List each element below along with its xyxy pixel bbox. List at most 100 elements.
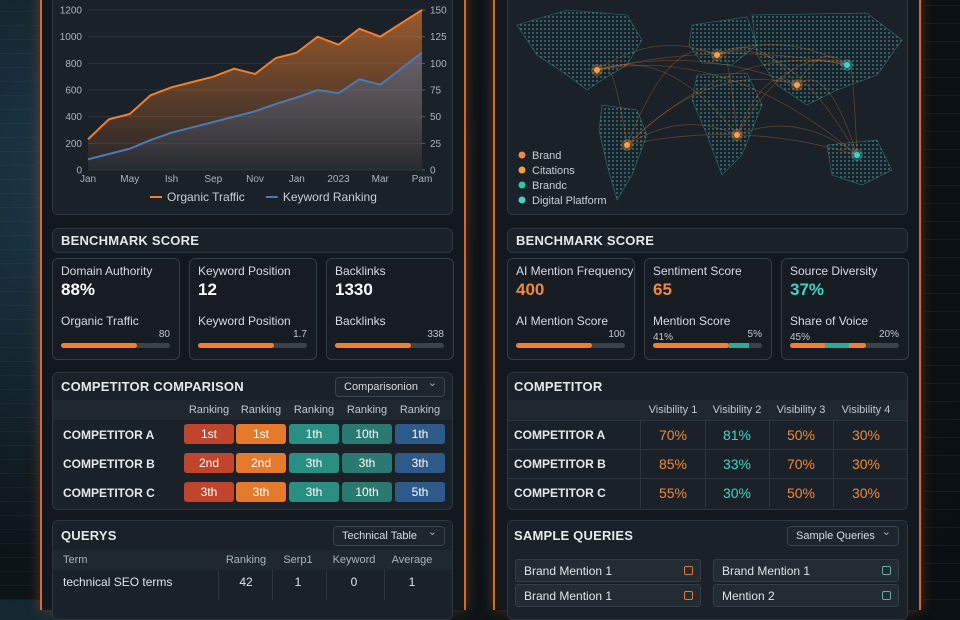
progress-track bbox=[516, 343, 625, 348]
column-header: Average bbox=[391, 554, 433, 566]
connection-arc bbox=[626, 124, 738, 146]
rank-cell: 1st bbox=[184, 424, 234, 444]
sample-icon bbox=[882, 566, 891, 575]
y-tick-label: 800 bbox=[65, 59, 82, 70]
rank-cell: 2nd bbox=[236, 453, 286, 473]
metric-label: Keyword Position bbox=[198, 264, 291, 278]
metric-value: 65 bbox=[653, 280, 672, 299]
metric-value: 88% bbox=[61, 280, 96, 299]
query-cell: 0 bbox=[350, 575, 358, 589]
sample-item[interactable]: Brand Mention 1 bbox=[515, 559, 701, 582]
visibility-cell: 70% bbox=[786, 456, 816, 472]
rank-cell: 3th bbox=[184, 482, 234, 502]
section-header bbox=[52, 228, 453, 253]
legend-label: Brandc bbox=[532, 180, 567, 192]
sample-item[interactable]: Brand Mention 1 bbox=[713, 559, 899, 582]
dropdown[interactable]: Technical Table bbox=[333, 525, 445, 546]
row-name: COMPETITOR B bbox=[63, 457, 155, 471]
metric-sub-value: 20% bbox=[878, 329, 899, 340]
metric-sub-label: Organic Traffic bbox=[61, 314, 139, 328]
hub bbox=[844, 62, 850, 68]
metric-sub-value: 45% bbox=[790, 332, 811, 343]
section-title: QUERYS bbox=[61, 528, 117, 543]
visibility-cell: 33% bbox=[722, 456, 752, 472]
connection-arc bbox=[596, 45, 718, 71]
column-header: Ranking bbox=[225, 554, 267, 566]
metric-sub-label: Share of Voice bbox=[790, 314, 869, 328]
sample-text: Mention 2 bbox=[722, 589, 775, 603]
visibility-cell: 30% bbox=[851, 456, 881, 472]
metric-sub-label: Keyword Position bbox=[198, 314, 291, 328]
metric-sub-value: 80 bbox=[158, 329, 170, 340]
rank-cell: 3th bbox=[236, 482, 286, 502]
visibility-cell: 70% bbox=[658, 427, 688, 443]
connection-arc bbox=[716, 44, 848, 66]
row-name: COMPETITOR C bbox=[514, 486, 606, 500]
metric-value: 400 bbox=[516, 280, 545, 299]
page: SEO Dashboard { "left": { "chart": { "ty… bbox=[0, 0, 960, 600]
rank-cell: 1th bbox=[395, 424, 445, 444]
rank-cell: 2nd bbox=[184, 453, 234, 473]
legend-label: Citations bbox=[532, 165, 575, 177]
connection-arc bbox=[796, 79, 858, 156]
metric-value: 37% bbox=[790, 280, 825, 299]
column-header: Visibility 1 bbox=[648, 404, 698, 416]
hub bbox=[794, 82, 800, 88]
metric-sub-value: 41% bbox=[653, 332, 674, 343]
metric-sub-value: 100 bbox=[608, 329, 625, 340]
sample-item[interactable]: Brand Mention 1 bbox=[515, 584, 701, 607]
metric-sub-label: Backlinks bbox=[335, 314, 386, 328]
column-divider bbox=[384, 570, 385, 600]
metric-value: 1330 bbox=[335, 280, 373, 299]
x-tick-label: Sep bbox=[204, 174, 222, 185]
header-strip bbox=[53, 400, 452, 420]
row-name: COMPETITOR A bbox=[514, 428, 606, 442]
column-header: Ranking bbox=[346, 404, 388, 416]
progress-fill bbox=[61, 343, 138, 348]
connection-arc bbox=[626, 79, 798, 146]
connection-arc bbox=[626, 134, 858, 156]
section-title: BENCHMARK SCORE bbox=[516, 233, 655, 248]
y-tick-label: 200 bbox=[65, 139, 82, 150]
y-tick-label: 1000 bbox=[60, 32, 83, 43]
column-header: Visibility 3 bbox=[776, 404, 826, 416]
connection-arc bbox=[716, 50, 858, 156]
row-name: COMPETITOR B bbox=[514, 457, 606, 471]
visibility-cell: 55% bbox=[658, 485, 688, 501]
dropdown[interactable]: Comparisonion bbox=[335, 376, 445, 397]
legend-dot bbox=[518, 181, 526, 189]
sample-item[interactable]: Mention 2 bbox=[713, 584, 899, 607]
y2-tick-label: 25 bbox=[430, 139, 442, 150]
progress-fill-secondary bbox=[729, 343, 749, 348]
rank-cell: 3th bbox=[395, 453, 445, 473]
connection-arc bbox=[596, 53, 848, 71]
section-header bbox=[507, 228, 908, 253]
rank-cell: 3th bbox=[289, 482, 339, 502]
visibility-cell: 85% bbox=[658, 456, 688, 472]
connection-arc bbox=[626, 50, 718, 146]
row-name: COMPETITOR A bbox=[63, 428, 155, 442]
section-title: SAMPLE QUERIES bbox=[514, 528, 634, 543]
metric-sub-value: 338 bbox=[427, 329, 444, 340]
column-header: Visibility 2 bbox=[712, 404, 762, 416]
continent bbox=[691, 72, 763, 176]
progress-track bbox=[790, 343, 899, 348]
continent bbox=[516, 9, 643, 91]
rank-cell: 3th bbox=[342, 453, 392, 473]
connection-arc bbox=[716, 49, 738, 136]
visibility-cell: 50% bbox=[786, 485, 816, 501]
legend-dot bbox=[518, 166, 526, 174]
backdrop-right bbox=[924, 0, 960, 600]
x-tick-label: Jan bbox=[289, 174, 305, 185]
metric-sub-label: Mention Score bbox=[653, 314, 731, 328]
series-line bbox=[87, 9, 423, 141]
column-header: Ranking bbox=[293, 404, 335, 416]
section-title: COMPETITOR COMPARISON bbox=[61, 379, 244, 394]
metric-label: Domain Authority bbox=[61, 264, 153, 278]
line-chart: 0 200 400 600 800 1000 1200 0 25 50 75 100 125 150 Jan… bbox=[60, 6, 447, 205]
column-divider bbox=[272, 570, 273, 600]
dropdown[interactable]: Sample Queries bbox=[787, 525, 899, 546]
column-divider bbox=[326, 570, 327, 600]
hub bbox=[624, 142, 630, 148]
x-tick-label: May bbox=[120, 174, 139, 185]
